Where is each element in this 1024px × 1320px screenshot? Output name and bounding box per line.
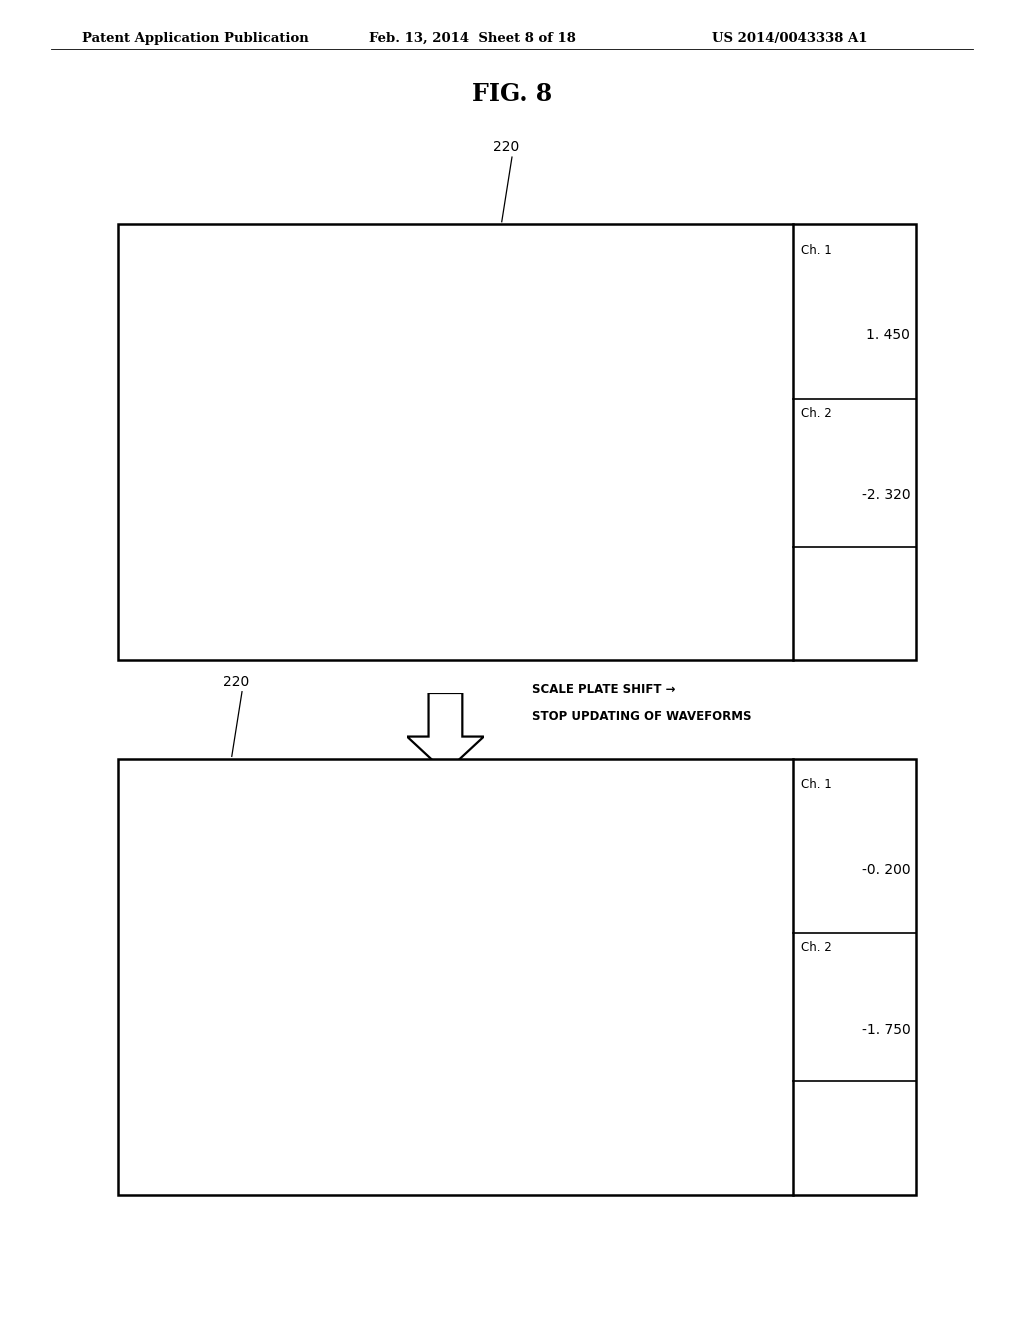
Text: SCALE PLATE SHIFT →: SCALE PLATE SHIFT → (532, 682, 676, 696)
Text: US 2014/0043338 A1: US 2014/0043338 A1 (712, 32, 867, 45)
Text: 2.0: 2.0 (498, 379, 507, 383)
Text: 1. 450: 1. 450 (866, 329, 910, 342)
Bar (216, 759, 256, 1195)
Polygon shape (408, 693, 484, 772)
Text: -2.0: -2.0 (498, 602, 510, 607)
Text: Ch. 2: Ch. 2 (801, 407, 831, 420)
Text: -0. 200: -0. 200 (862, 863, 910, 876)
Text: Patent Application Publication: Patent Application Publication (82, 32, 308, 45)
Text: 1: 1 (496, 408, 500, 414)
Text: 220: 220 (493, 140, 519, 154)
Text: STOP UPDATING OF WAVEFORMS: STOP UPDATING OF WAVEFORMS (532, 710, 752, 723)
Bar (217, 1117, 239, 1133)
Text: 4.0: 4.0 (498, 267, 507, 272)
Text: -2. 320: -2. 320 (862, 488, 910, 502)
Text: 2: 2 (225, 1122, 230, 1127)
Text: Ch. 1: Ch. 1 (801, 244, 831, 256)
Bar (486, 403, 509, 420)
Text: FIG. 8: FIG. 8 (472, 82, 552, 106)
Text: 0.0: 0.0 (498, 490, 507, 495)
Text: Feb. 13, 2014  Sheet 8 of 18: Feb. 13, 2014 Sheet 8 of 18 (369, 32, 575, 45)
Bar (486, 482, 509, 498)
Text: 220: 220 (223, 675, 249, 689)
Text: 1: 1 (225, 1035, 230, 1041)
Text: Ch. 2: Ch. 2 (801, 941, 831, 954)
Text: 2.0: 2.0 (227, 913, 238, 917)
Text: -1. 750: -1. 750 (861, 1023, 910, 1036)
Text: 2: 2 (496, 487, 500, 492)
Text: -2.0: -2.0 (227, 1137, 240, 1142)
Text: Ch. 1: Ch. 1 (801, 779, 831, 791)
Bar (485, 224, 526, 660)
Text: 4.0: 4.0 (227, 801, 238, 807)
Text: 0.0: 0.0 (227, 1024, 238, 1030)
Bar (217, 1030, 239, 1047)
